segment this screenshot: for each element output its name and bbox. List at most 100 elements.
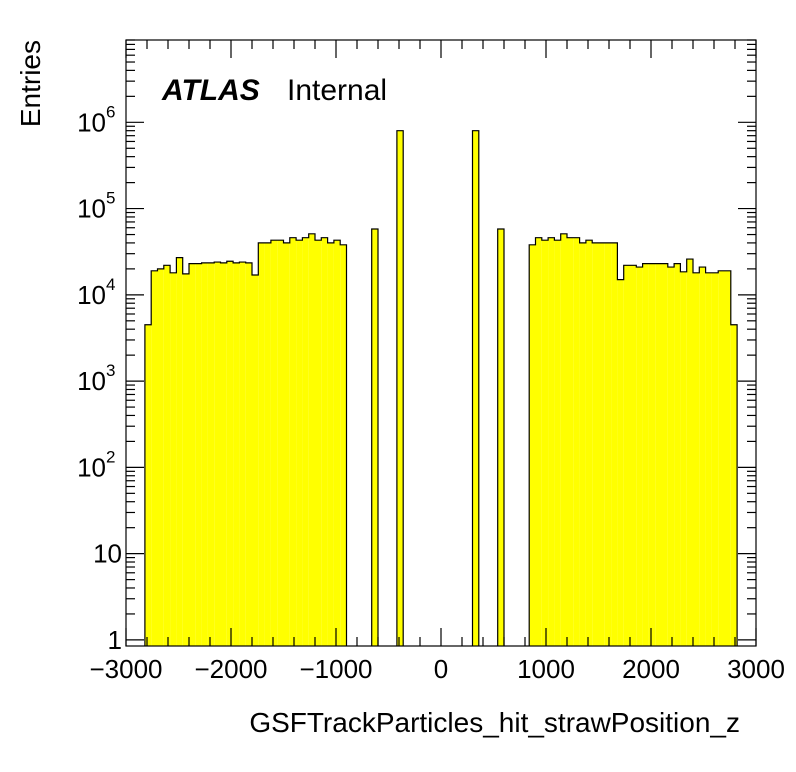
y-tick-label: 10	[77, 366, 106, 396]
x-tick-labels: −3000 −2000 −1000 0 1000 2000 3000	[89, 654, 784, 684]
histogram-bin	[302, 237, 309, 647]
histogram-bin	[573, 237, 580, 647]
histogram-bin	[233, 262, 240, 646]
histogram-bin	[686, 259, 693, 646]
histogram-bin	[371, 228, 378, 646]
histogram-bin	[611, 242, 618, 646]
x-tick-label: −2000	[194, 654, 267, 684]
histogram-bin	[630, 265, 637, 646]
histogram-bin	[396, 130, 404, 646]
histogram-bin	[176, 257, 183, 646]
x-tick-label: 1000	[517, 654, 575, 684]
status-label: Internal	[287, 74, 387, 107]
axis-ticks	[125, 39, 757, 646]
histogram-bin	[252, 274, 259, 646]
histogram-outline	[396, 130, 404, 646]
x-tick-label: 3000	[727, 654, 785, 684]
histogram-outline	[144, 233, 348, 646]
y-tick-label: 10	[77, 452, 106, 482]
histogram-bin	[340, 244, 347, 646]
histogram-bin	[189, 263, 196, 646]
histogram-bin	[264, 242, 271, 646]
histogram-bin	[655, 263, 662, 646]
histogram-bin	[497, 228, 504, 646]
histogram-bin	[195, 263, 202, 646]
histogram-bin	[623, 265, 630, 646]
y-tick-exponent: 4	[106, 275, 115, 294]
histogram-bin	[592, 242, 599, 646]
y-tick-label: 10	[77, 280, 106, 310]
histogram-bin	[604, 242, 612, 646]
y-tick-exponent: 3	[106, 361, 115, 380]
histogram-bin	[705, 272, 712, 646]
y-axis-title: Entries	[15, 40, 46, 127]
histogram-outline	[371, 228, 379, 646]
histogram-bin	[554, 240, 561, 646]
y-tick-label: 10	[93, 539, 122, 569]
histogram-bin	[535, 237, 542, 647]
histogram-bin	[207, 262, 215, 646]
histogram-bin	[693, 272, 700, 646]
histogram-bin	[548, 237, 555, 647]
histogram-outline	[497, 228, 505, 646]
histogram-bin	[680, 271, 687, 646]
histogram-bin	[598, 242, 605, 646]
histogram-bin	[182, 273, 189, 646]
histogram-outline	[471, 130, 480, 646]
histogram-bars	[144, 130, 738, 647]
histogram-bin	[163, 265, 171, 646]
histogram-bin	[144, 324, 152, 646]
histogram-bin	[674, 263, 681, 646]
histogram-bin	[170, 272, 177, 646]
y-tick-exponent: 2	[106, 447, 115, 466]
y-tick-label: 1	[108, 625, 122, 655]
x-axis-title: GSFTrackParticles_hit_strawPosition_z	[249, 707, 740, 738]
histogram-bin	[667, 267, 675, 646]
histogram-bin	[220, 262, 227, 646]
histogram-bin	[529, 244, 536, 646]
histogram-bin	[567, 237, 574, 647]
histogram-bin	[585, 240, 593, 646]
experiment-label: ATLAS	[161, 74, 260, 107]
histogram-bin	[472, 130, 479, 646]
x-tick-label: 2000	[622, 654, 680, 684]
histogram-bin	[541, 240, 549, 646]
histogram-bin	[226, 261, 234, 646]
histogram-bin	[151, 270, 158, 646]
histogram-bin	[245, 262, 252, 646]
histogram-bin	[718, 270, 725, 646]
y-tick-exponent: 5	[106, 189, 115, 208]
histogram-bin	[296, 240, 303, 646]
histogram-bin	[648, 263, 656, 646]
histogram-bin	[321, 237, 328, 647]
histogram-bin	[579, 242, 586, 646]
histogram-bin	[201, 262, 208, 646]
histogram-bin	[730, 324, 738, 646]
histogram-bin	[289, 237, 297, 647]
histogram-bin	[560, 233, 567, 646]
histogram-bin	[277, 240, 284, 646]
histogram-bin	[711, 272, 719, 646]
histogram-bin	[308, 233, 315, 646]
histogram-bin	[315, 240, 322, 646]
histogram-bin	[642, 263, 649, 646]
histogram-bin	[258, 242, 265, 646]
y-tick-label: 10	[77, 194, 106, 224]
x-tick-label: −3000	[89, 654, 162, 684]
histogram-bin	[157, 268, 164, 646]
histogram-bin	[270, 240, 278, 646]
x-tick-label: 0	[434, 654, 448, 684]
histogram-bin	[724, 270, 731, 646]
histogram-bin	[333, 240, 341, 646]
y-tick-label: 10	[77, 107, 106, 137]
histogram-outline	[528, 233, 738, 646]
histogram-bin	[661, 263, 668, 646]
histogram-bin	[327, 242, 334, 646]
histogram-bin	[283, 242, 290, 646]
histogram-bin	[239, 262, 246, 646]
histogram-bin	[617, 279, 624, 646]
histogram-bin	[699, 267, 706, 646]
histogram-bin	[214, 262, 221, 646]
